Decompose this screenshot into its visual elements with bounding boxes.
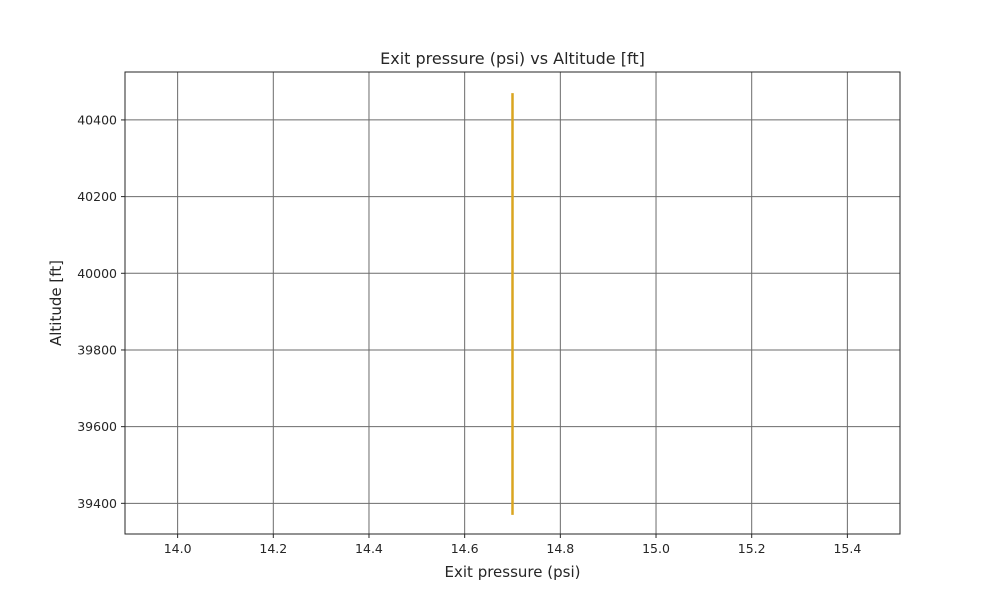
y-tick-label: 40200 <box>77 189 117 204</box>
x-tick-label: 14.6 <box>451 541 479 556</box>
y-tick-label: 39400 <box>77 496 117 511</box>
y-tick-label: 40000 <box>77 266 117 281</box>
x-tick-label: 15.2 <box>738 541 766 556</box>
x-tick-label: 14.8 <box>546 541 574 556</box>
x-axis-label: Exit pressure (psi) <box>445 563 581 581</box>
x-tick-label: 14.0 <box>164 541 192 556</box>
x-tick-label: 14.4 <box>355 541 383 556</box>
y-tick-label: 39800 <box>77 342 117 357</box>
y-tick-label: 39600 <box>77 419 117 434</box>
x-tick-label: 14.2 <box>259 541 287 556</box>
tick-layer: 14.0 14.2 14.4 14.6 14.8 15.0 15.2 15.4 39400 396… <box>77 112 861 556</box>
x-tick-label: 15.0 <box>642 541 670 556</box>
chart-title: Exit pressure (psi) vs Altitude [ft] <box>380 49 645 68</box>
y-axis-label: Altitude [ft] <box>47 260 65 346</box>
plot-frame <box>124 71 901 535</box>
y-tick-label: 40400 <box>77 112 117 127</box>
x-tick-label: 15.4 <box>833 541 861 556</box>
